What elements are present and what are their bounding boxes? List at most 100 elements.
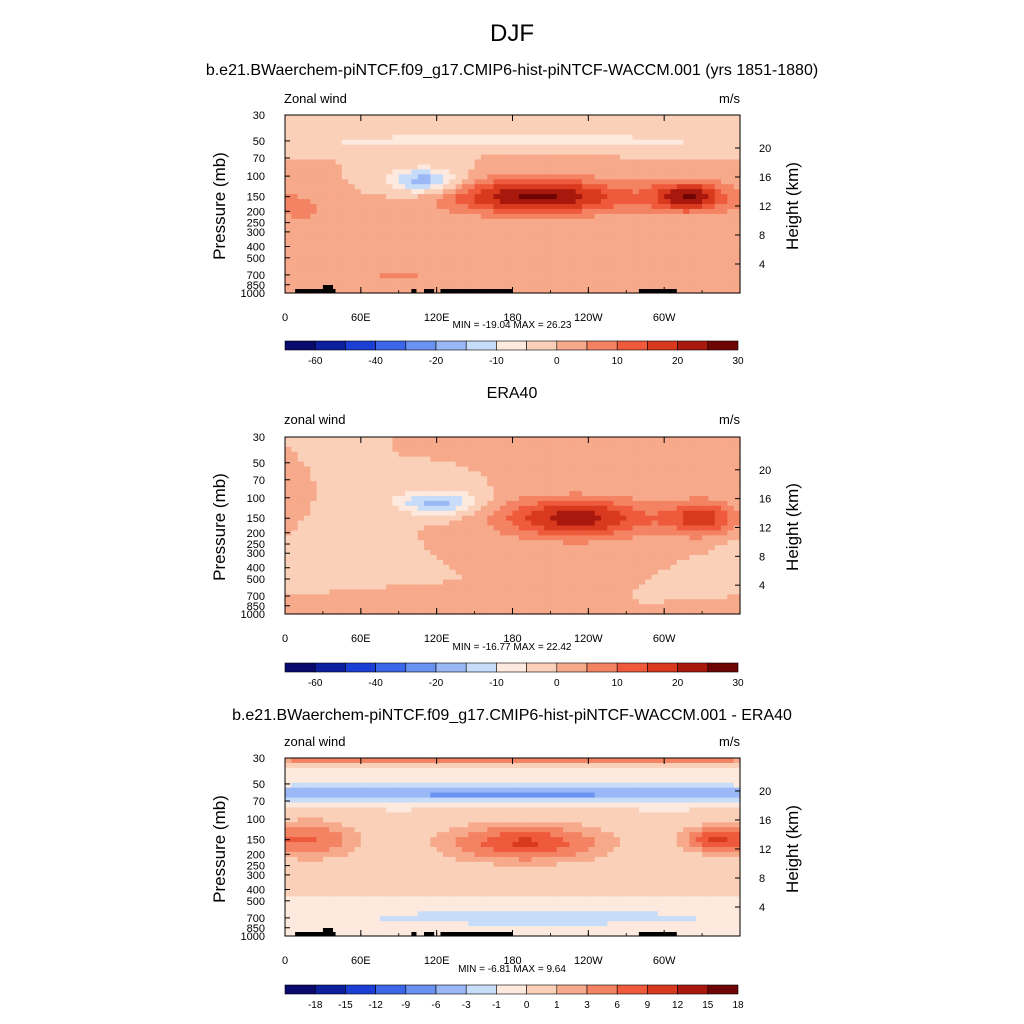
contour-cell	[430, 174, 438, 180]
contour-cell	[556, 589, 564, 595]
contour-cell	[499, 559, 507, 566]
contour-cell	[398, 584, 406, 591]
contour-cell	[575, 437, 583, 443]
contour-cell	[683, 437, 691, 443]
contour-cell	[600, 268, 608, 274]
contour-cell	[499, 218, 507, 225]
contour-cell	[632, 223, 640, 230]
contour-cell	[442, 179, 450, 185]
contour-cell	[480, 564, 488, 571]
contour-cell	[367, 530, 375, 536]
contour-cell	[727, 149, 735, 156]
contour-cell	[367, 456, 375, 463]
contour-cell	[619, 535, 627, 541]
contour-cell	[367, 119, 375, 126]
contour-cell	[702, 481, 709, 487]
contour-cell	[348, 248, 356, 255]
contour-cell	[354, 461, 362, 468]
contour-cell	[449, 154, 457, 161]
contour-cell	[341, 278, 349, 284]
contour-cell	[392, 525, 400, 532]
contour-cell	[727, 481, 735, 487]
contour-cell	[297, 139, 305, 146]
contour-cell	[702, 584, 709, 591]
contour-cell	[556, 559, 564, 566]
contour-cell	[411, 451, 419, 458]
contour-cell	[455, 115, 463, 121]
contour-cell	[335, 515, 343, 522]
contour-cell	[417, 555, 425, 561]
contour-cell	[405, 476, 412, 482]
contour-cell	[310, 115, 318, 121]
contour-cell	[733, 505, 741, 512]
stats-obs: MIN = -16.77 MAX = 22.42	[452, 642, 572, 653]
contour-cell	[695, 273, 703, 279]
contour-cell	[670, 496, 678, 502]
contour-cell	[354, 520, 362, 527]
contour-cell	[594, 154, 602, 161]
contour-cell	[468, 491, 476, 497]
contour-cell	[316, 154, 324, 161]
contour-cell	[493, 496, 501, 502]
contour-cell	[695, 555, 703, 561]
contour-cell	[297, 555, 305, 561]
contour-cell	[664, 238, 672, 245]
contour-cell	[329, 263, 337, 269]
contour-cell	[373, 124, 381, 131]
contour-cell	[424, 456, 431, 463]
contour-cell	[367, 481, 375, 487]
contour-cell	[379, 218, 387, 225]
contour-cell	[670, 263, 678, 269]
contour-cell	[727, 471, 735, 477]
contour-cell	[714, 194, 722, 200]
contour-cell	[695, 228, 703, 235]
contour-cell	[626, 530, 634, 536]
contour-cell	[544, 129, 552, 136]
contour-cell	[285, 233, 292, 240]
contour-cell	[405, 238, 412, 245]
contour-cell	[480, 555, 488, 561]
contour-cell	[411, 530, 419, 536]
contour-cell	[689, 218, 697, 225]
contour-cell	[537, 134, 545, 141]
contour-cell	[303, 555, 311, 561]
contour-cell	[702, 258, 709, 264]
contour-cell	[506, 149, 514, 156]
contour-cell	[436, 476, 444, 482]
contour-cell	[531, 129, 539, 136]
contour-cell	[600, 273, 608, 279]
contour-cell	[657, 530, 665, 536]
contour-cell	[594, 288, 602, 294]
contour-cell	[373, 437, 381, 443]
contour-cell	[563, 510, 570, 517]
contour-cell	[316, 164, 324, 170]
contour-cell	[335, 579, 343, 586]
contour-cell	[474, 243, 482, 250]
contour-cell	[322, 208, 330, 215]
contour-cell	[613, 169, 621, 175]
contour-cell	[455, 584, 463, 591]
contour-cell	[575, 540, 583, 546]
contour-cell	[676, 540, 684, 546]
contour-cell	[341, 144, 349, 151]
contour-cell	[424, 515, 431, 522]
contour-cell	[480, 154, 488, 161]
contour-cell	[588, 228, 596, 235]
contour-cell	[670, 471, 678, 477]
contour-cell	[733, 530, 741, 536]
contour-cell	[297, 218, 305, 225]
contour-cell	[600, 550, 608, 556]
contour-cell	[506, 278, 514, 284]
contour-cell	[569, 496, 577, 502]
contour-cell	[411, 461, 419, 468]
contour-cell	[544, 164, 552, 170]
contour-cell	[569, 238, 577, 245]
contour-cell	[373, 550, 381, 556]
contour-cell	[733, 515, 741, 522]
contour-cell	[392, 144, 400, 151]
contour-cell	[556, 258, 564, 264]
contour-cell	[670, 530, 678, 536]
contour-cell	[651, 129, 659, 136]
contour-cell	[379, 476, 387, 482]
contour-cell	[329, 208, 337, 215]
